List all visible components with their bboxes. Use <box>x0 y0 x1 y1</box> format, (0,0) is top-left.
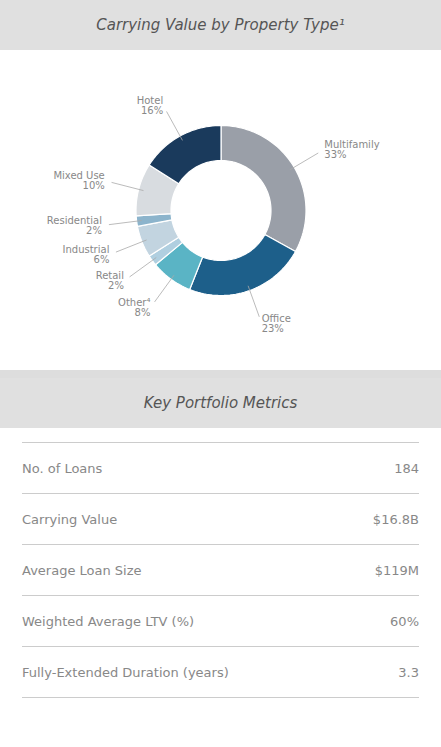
svg-text:Mixed Use10%: Mixed Use10% <box>53 170 104 191</box>
svg-text:Office23%: Office23% <box>262 313 291 334</box>
html-text:Key Portfolio Metrics: Key Portfolio Metrics <box>143 394 298 412</box>
html-text:60%: 60% <box>390 613 419 629</box>
html-text:Carrying Value by Property Typ: Carrying Value by Property Type¹ <box>96 16 345 34</box>
html-text:184: 184 <box>394 460 419 476</box>
svg-text:Hotel16%: Hotel16% <box>137 95 164 116</box>
svg-text:Multifamily33%: Multifamily33% <box>324 139 379 160</box>
html-text:Weighted Average LTV (%): Weighted Average LTV (%) <box>22 613 195 629</box>
html-text:No. of Loans: No. of Loans <box>22 460 103 476</box>
html-text:$16.8B: $16.8B <box>372 511 419 527</box>
html-text:Carrying Value: Carrying Value <box>22 511 118 527</box>
html-text:3.3: 3.3 <box>398 664 419 680</box>
html-text:Average Loan Size: Average Loan Size <box>22 562 142 578</box>
svg-text:Residential2%: Residential2% <box>47 215 102 236</box>
svg-text:Other⁴8%: Other⁴8% <box>118 297 150 318</box>
svg-text:Retail2%: Retail2% <box>96 270 124 291</box>
html-text:Fully-Extended Duration (years: Fully-Extended Duration (years) <box>22 664 229 680</box>
html-text:$119M: $119M <box>374 562 419 578</box>
svg-text:Industrial6%: Industrial6% <box>63 244 110 265</box>
